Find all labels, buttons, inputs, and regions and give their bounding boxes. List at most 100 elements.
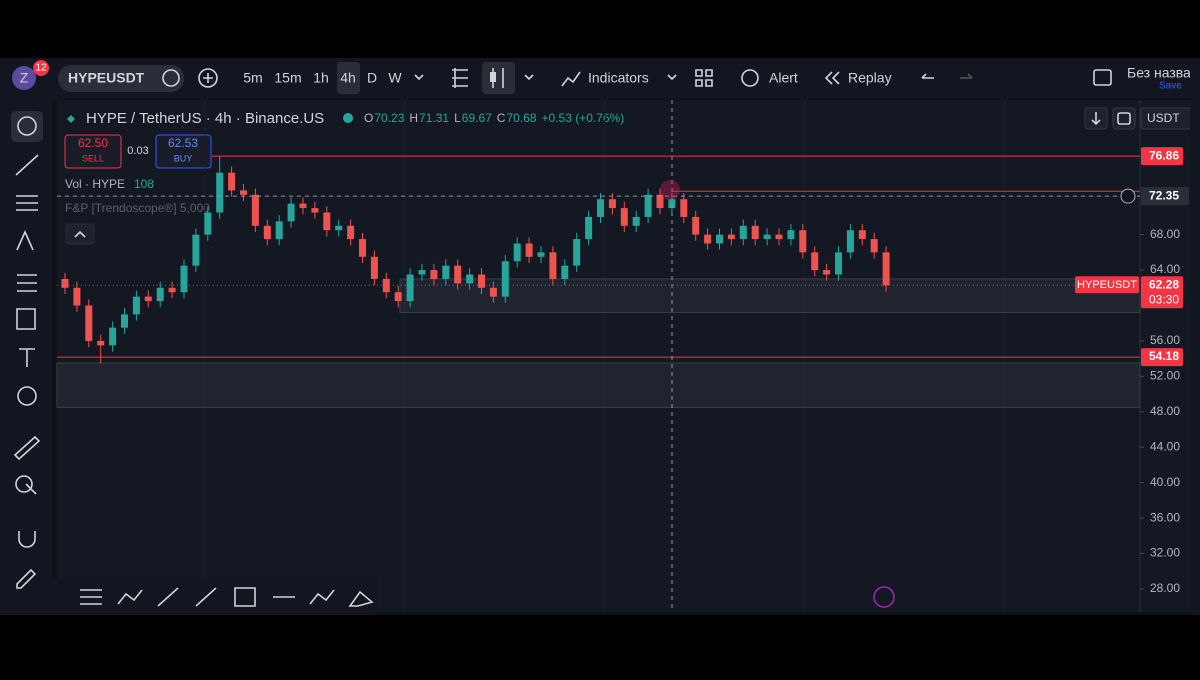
sell-button[interactable]	[64, 134, 122, 169]
drawing-toolbar-icons[interactable]	[80, 587, 374, 607]
crosshair-label: 72.35	[1149, 188, 1179, 202]
alert-button[interactable]: Alert	[769, 70, 798, 86]
chart-type-dropdown[interactable]	[524, 74, 534, 81]
symbol-label: HYPEUSDT	[1077, 279, 1137, 291]
templates-icon[interactable]	[695, 69, 713, 87]
y-tick-label: 28.00	[1150, 581, 1180, 595]
candle-body	[763, 234, 771, 240]
interval-button[interactable]: 1h	[313, 70, 329, 86]
candle-body	[644, 194, 652, 217]
add-symbol-icon[interactable]	[198, 68, 218, 88]
market-status	[343, 113, 353, 123]
save-label[interactable]: Save	[1159, 81, 1182, 92]
redo-icon[interactable]	[960, 73, 973, 79]
candle-style-bg[interactable]	[482, 62, 515, 94]
symbol-label-bg	[1075, 276, 1139, 294]
indicators-button[interactable]: Indicators	[588, 70, 649, 86]
undo-icon[interactable]	[921, 73, 934, 79]
interval-button[interactable]: 4h	[340, 70, 356, 86]
candle-body	[204, 212, 212, 235]
y-tick-label: 48.00	[1150, 404, 1180, 418]
drawing-tools[interactable]	[15, 154, 39, 495]
zoom-tool[interactable]	[15, 475, 33, 493]
y-tick-label: 44.00	[1150, 439, 1180, 453]
candle-body	[680, 199, 688, 217]
right-strip	[1190, 58, 1200, 615]
avatar[interactable]	[12, 66, 36, 90]
interval-button[interactable]: W	[388, 70, 402, 86]
candle-body	[97, 340, 105, 346]
currency: USDT	[1147, 111, 1180, 125]
interval-dropdown[interactable]	[414, 74, 424, 81]
buy-button[interactable]	[155, 134, 212, 169]
ohlc-value: 70.68	[506, 111, 536, 125]
y-tick-label: 56.00	[1150, 333, 1180, 347]
candle-body	[323, 212, 331, 231]
active-interval-bg	[337, 62, 360, 94]
layout-icon[interactable]	[1093, 69, 1112, 86]
interval-button[interactable]: 15m	[274, 70, 301, 86]
ohlc-key: L	[454, 111, 461, 125]
buy-price: 62.53	[168, 136, 198, 150]
cursor-icon	[17, 116, 37, 136]
flash-icon[interactable]	[873, 586, 895, 608]
candle-body	[466, 274, 474, 284]
emoji-tool[interactable]	[17, 386, 37, 406]
candle-body	[739, 225, 747, 240]
candle-body	[573, 239, 581, 266]
sell-price: 62.50	[78, 136, 108, 150]
candle-body	[525, 243, 533, 257]
layout-name[interactable]: Без названи	[1127, 65, 1200, 81]
spread: 0.03	[127, 145, 148, 157]
magnet-tool[interactable]	[18, 531, 36, 548]
candle-body	[370, 256, 378, 279]
candle-icon-body	[490, 72, 496, 82]
cursor-tool-bg[interactable]	[11, 111, 43, 142]
candle-body	[156, 287, 164, 302]
candle-body	[823, 270, 831, 275]
candle-body	[85, 305, 93, 341]
y-tick-label: 68.00	[1150, 227, 1180, 241]
bar-style-icon[interactable]	[452, 68, 468, 88]
collapse-button[interactable]	[65, 223, 95, 245]
countdown: 03:30	[1149, 292, 1179, 306]
interval-button[interactable]: D	[367, 70, 377, 86]
y-tick-label: 32.00	[1150, 546, 1180, 560]
interval-button[interactable]: 5m	[243, 70, 262, 86]
candle-body	[144, 296, 152, 302]
compare-icon[interactable]	[162, 69, 180, 87]
auto-scale-icon	[1117, 112, 1131, 125]
candle-body	[561, 265, 569, 279]
candle-body	[382, 278, 390, 293]
replay-button[interactable]: Replay	[848, 70, 892, 86]
last-price-bg	[1141, 276, 1183, 309]
candle-body	[240, 190, 247, 195]
candle-body	[668, 199, 676, 209]
auto-scale-button[interactable]	[1112, 107, 1136, 130]
candle-body	[121, 314, 128, 328]
candle-body	[656, 194, 664, 209]
candle-body	[513, 243, 521, 262]
candle-body	[811, 252, 819, 271]
badge	[33, 60, 49, 76]
indicators-dropdown[interactable]	[667, 74, 677, 81]
candle-body	[692, 216, 700, 235]
candle-body	[787, 230, 795, 240]
candle-body	[632, 216, 640, 226]
candle-body	[359, 239, 366, 257]
candle-body	[251, 194, 259, 226]
buy-label: BUY	[174, 153, 193, 163]
lock-tool[interactable]	[16, 568, 37, 589]
ruler-tool[interactable]	[13, 435, 41, 461]
symbol-search[interactable]	[58, 65, 184, 92]
candle-body	[549, 252, 557, 279]
candle-body	[109, 327, 117, 346]
level-label-bg	[1141, 147, 1183, 166]
left-toolbar	[0, 99, 52, 615]
candle-body	[192, 234, 200, 266]
symbol-logo	[67, 115, 75, 123]
y-tick-label: 40.00	[1150, 475, 1180, 489]
alert-icon	[741, 69, 759, 87]
candle-body	[608, 199, 616, 209]
